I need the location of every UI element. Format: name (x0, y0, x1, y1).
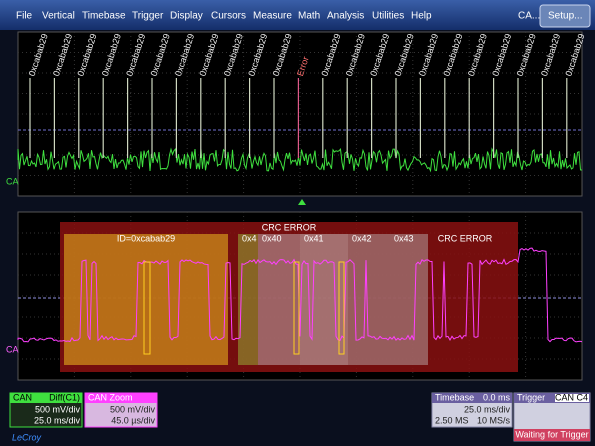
trigger-label: Trigger (517, 392, 545, 402)
can-source: Diff(C1) (49, 392, 80, 402)
zoom-tdiv: 45.0 µs/div (111, 415, 155, 425)
setup-button[interactable] (539, 4, 591, 28)
zoom-head (85, 393, 157, 403)
zoom-trace (17, 247, 583, 343)
field-box (348, 234, 390, 365)
timebase-label: Timebase (435, 392, 474, 402)
menu-item[interactable]: Trigger (132, 11, 164, 22)
menu-item[interactable]: Vertical (42, 11, 75, 22)
menu-item[interactable]: Help (411, 11, 432, 22)
menu-item[interactable]: Analysis (327, 11, 364, 22)
channel-label: CA (6, 344, 19, 354)
field-label: CRC ERROR (438, 233, 493, 243)
menu-item[interactable]: Cursors (211, 11, 246, 22)
trigger-marker (298, 199, 306, 205)
field-label: 0x43 (394, 233, 414, 243)
field-box (300, 234, 348, 365)
bit-cursor (338, 261, 345, 355)
trigger-status: Waiting for Trigger (515, 429, 588, 439)
timebase-samples: 2.50 MS (435, 415, 469, 425)
menu-item[interactable]: Math (298, 11, 320, 22)
zoom-vdiv: 500 mV/div (110, 404, 156, 414)
timebase-head (432, 393, 512, 403)
timebase-tdiv: 25.0 ms/div (464, 404, 511, 414)
trigger-source: CAN C4 (555, 392, 588, 402)
can-name: CAN (13, 392, 32, 402)
menu-item[interactable]: File (16, 11, 33, 22)
zoom-name: CAN Zoom (88, 392, 133, 402)
field-box (390, 234, 428, 365)
field-label: 0x40 (262, 233, 282, 243)
bit-cursor (293, 261, 300, 355)
menu-item[interactable]: Measure (253, 11, 292, 22)
frame-title: CRC ERROR (262, 222, 317, 232)
noise-trace (17, 147, 583, 173)
brand: LeCroy (12, 432, 42, 442)
channel-label: CA (6, 176, 19, 186)
field-label: 0x4 (242, 233, 257, 243)
timebase-delay: 0.0 ms (483, 392, 511, 402)
status-bg (514, 429, 590, 441)
menu-item[interactable]: CA... (518, 11, 540, 22)
menu-item[interactable]: Display (170, 11, 203, 22)
field-box (64, 234, 228, 365)
can-tdiv: 25.0 ms/div (34, 415, 81, 425)
timebase-rate: 10 MS/s (477, 415, 511, 425)
field-box (258, 234, 300, 365)
trigger-head (514, 393, 590, 403)
bit-cursor (143, 261, 151, 355)
can-vdiv: 500 mV/div (35, 404, 81, 414)
menu-bar (0, 0, 595, 30)
menu-item[interactable]: Timebase (82, 11, 126, 22)
field-label: 0x42 (352, 233, 372, 243)
field-label: 0x41 (304, 233, 324, 243)
field-label: ID=0xcabab29 (117, 233, 175, 243)
field-box (238, 234, 258, 365)
can-head (10, 393, 82, 403)
menu-item[interactable]: Setup... (548, 11, 582, 22)
menu-item[interactable]: Utilities (372, 11, 404, 22)
trigger-src-bg (555, 394, 589, 402)
